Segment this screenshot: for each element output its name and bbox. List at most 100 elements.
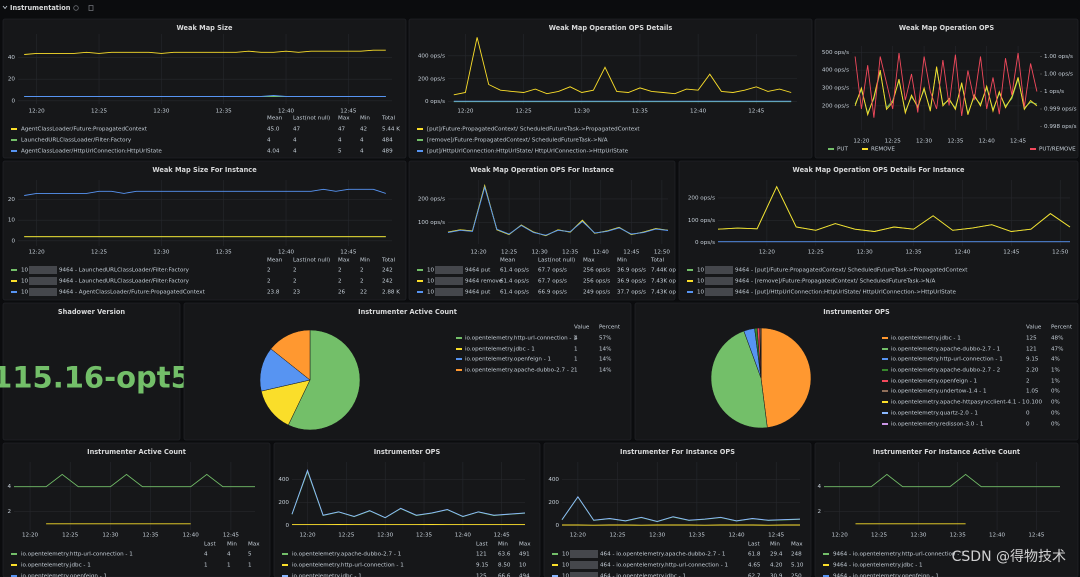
x-tick-label: 12:25 [871, 533, 888, 539]
legend-label: 9464 remove [465, 279, 503, 285]
x-tick-label: 12:40 [455, 533, 472, 539]
legend-stat: 26 [338, 290, 346, 296]
legend-prefix: 10 [21, 290, 29, 296]
legend-stat: 61.4 ops/s [500, 268, 529, 274]
legend-label: 9464 - [remove]/Future:PropagatedContext… [735, 279, 936, 285]
legend-label: 9464 - AgentClassLoader/Future:Propagate… [59, 290, 206, 296]
legend-label: io.opentelemetry.http-url-connection - 1 [292, 563, 404, 569]
redaction [29, 277, 57, 285]
legend-stat: 256 ops/s [583, 268, 610, 274]
legend-label: AgentClassLoader/Future:PropagatedContex… [21, 127, 148, 133]
y-tick-label: 100 ops/s [418, 220, 445, 226]
redaction [435, 288, 463, 296]
legend-label: io.opentelemetry.apache-dubbo-2.7 - 1 [292, 552, 402, 558]
legend-label: 464 - io.opentelemetry.jdbc - 1 [600, 574, 686, 577]
legend-label: io.opentelemetry.jdbc - 1 [292, 574, 362, 577]
legend-stat: 4 [227, 552, 231, 558]
row-title[interactable]: Instrumentation [10, 4, 71, 12]
legend-stat: 2 [267, 279, 271, 285]
y2-tick-label: 0.999 ops/s [1044, 107, 1077, 113]
x-tick-label: 12:40 [278, 250, 295, 256]
series-line [561, 496, 801, 522]
panel-title: Instrumenter Active Count [87, 448, 186, 456]
y-tick-label: 0 [285, 523, 289, 529]
legend-label: io.opentelemetry.undertow-1.4 - 1 [891, 389, 987, 395]
legend-stat: 494 [519, 574, 530, 577]
legend-stat: 2 [360, 268, 364, 274]
panel [543, 442, 812, 577]
x-tick-label: 12:40 [278, 109, 295, 115]
x-tick-label: 12:20 [570, 533, 587, 539]
legend-header: Value [1026, 325, 1042, 331]
x-tick-label: 12:40 [989, 533, 1006, 539]
legend-stat: 5.44 K [382, 127, 400, 133]
panel-title: Instrumenter OPS [823, 308, 890, 316]
legend-value: 1 [574, 368, 578, 374]
legend-stat: 29.4 [770, 552, 783, 558]
settings-icon[interactable] [73, 5, 79, 11]
legend-label: AgentClassLoader/HttpUrlConnection:HttpU… [21, 149, 162, 155]
legend-stat: 7.43K op [651, 279, 676, 285]
legend-stat: 8.50 [498, 563, 511, 569]
legend-percent: 14% [599, 357, 611, 363]
legend-header: Total [650, 258, 665, 264]
legend-percent: 14% [599, 347, 611, 353]
pie-slice [760, 327, 812, 428]
x-tick-label: 12:25 [885, 139, 902, 145]
series-line [291, 468, 526, 519]
legend-header: Mean [267, 116, 283, 122]
legend-value: 125 [1026, 336, 1037, 342]
legend-header: Mean [500, 258, 516, 264]
stat-value: 115.16-opt5 [0, 361, 191, 395]
x-tick-label: 12:30 [102, 533, 119, 539]
redaction [705, 288, 733, 296]
delete-icon[interactable] [88, 5, 94, 11]
x-tick-label: 12:45 [1010, 139, 1027, 145]
legend-prefix: 10 [21, 268, 29, 274]
series-line [453, 37, 792, 96]
legend-label: 9464 - LaunchedURLClassLoader/Filter:Fac… [59, 268, 190, 274]
legend-label: io.opentelemetry.http-url-connection - 1 [21, 552, 133, 558]
legend-value: 9.15 [1026, 357, 1039, 363]
legend-stat: 61.4 ops/s [500, 290, 529, 296]
y-tick-label: 0 [555, 523, 559, 529]
legend-label: io.opentelemetry.jdbc - 1 [891, 336, 961, 342]
panel [2, 18, 407, 159]
legend-percent: 47% [1051, 347, 1063, 353]
legend-percent: 0% [1051, 400, 1060, 406]
legend-value: 2 [1026, 379, 1030, 385]
x-tick-label: 12:30 [153, 250, 170, 256]
panel-title: Weak Map Operation OPS For Instance [470, 166, 614, 174]
legend-stat: 2 [293, 279, 297, 285]
row-chevron[interactable] [2, 5, 8, 10]
panel-title: Instrumenter Active Count [358, 308, 457, 316]
x-tick-label: 12:20 [457, 109, 474, 115]
legend-stat: 2 [267, 268, 271, 274]
redaction [435, 266, 463, 274]
pie-slice [710, 330, 768, 429]
x-tick-label: 12:20 [22, 533, 39, 539]
panel-title: Weak Map Operation OPS [899, 24, 995, 32]
x-tick-label: 12:30 [916, 139, 933, 145]
redaction [570, 550, 598, 558]
x-tick-label: 12:30 [574, 109, 591, 115]
series-line [854, 52, 1038, 118]
y-tick-label: 200 [548, 500, 559, 506]
legend-percent: 14% [599, 368, 611, 374]
x-tick-label: 12:45 [1028, 533, 1045, 539]
legend-header: Percent [599, 325, 621, 331]
legend-label: io.opentelemetry.apache-dubbo-2.7 - 1 [891, 347, 1001, 353]
legend-value: 0 [1026, 411, 1030, 417]
pie-slice [287, 329, 361, 431]
x-tick-label: 12:25 [609, 533, 626, 539]
legend-label: io.opentelemetry.jdbc - 1 [21, 563, 91, 569]
x-tick-label: 12:30 [532, 250, 549, 256]
x-tick-label: 12:45 [623, 250, 640, 256]
legend-stat: 4.04 [267, 149, 280, 155]
series-line [14, 473, 255, 488]
y-tick-label: 10 [8, 218, 16, 224]
legend-stat: 47 [293, 127, 301, 133]
x-tick-label: 12:20 [470, 250, 487, 256]
y2-tick-label: 1.00 ops/s [1044, 72, 1073, 78]
panel-title: Weak Map Size For Instance [152, 166, 257, 174]
